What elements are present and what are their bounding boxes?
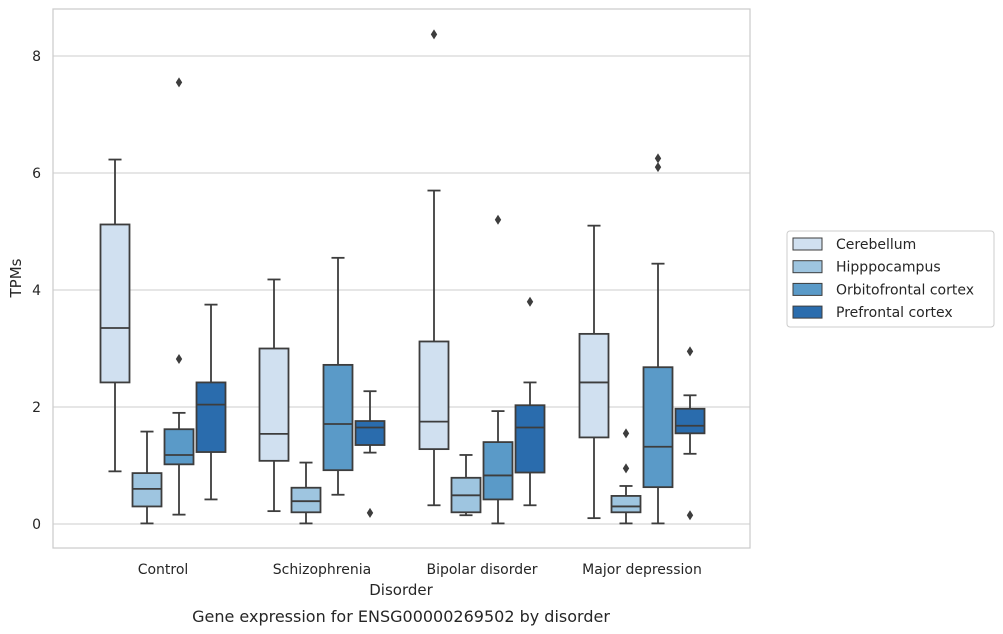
outlier-point bbox=[622, 428, 630, 439]
box-body bbox=[290, 486, 322, 514]
outlier-point bbox=[366, 507, 374, 518]
box-prefrontal-cortex-0[interactable] bbox=[195, 303, 227, 501]
legend-label: Prefrontal cortex bbox=[836, 305, 953, 321]
box-hipppocampus-0[interactable] bbox=[131, 430, 163, 525]
box-orbitofrontal-cortex-0[interactable] bbox=[163, 77, 195, 516]
plot-frame bbox=[52, 8, 751, 549]
tick-layer: 0 2 4 6 8 Control Schizophrenia Bipolar disorde… bbox=[32, 49, 702, 578]
legend-items: Cerebellum Hipppocampus Orbitofrontal cort… bbox=[792, 237, 974, 321]
box-body bbox=[514, 404, 546, 474]
box-hipppocampus-2[interactable] bbox=[450, 454, 482, 517]
legend-swatch bbox=[792, 305, 823, 319]
box-layer bbox=[99, 29, 706, 525]
y-tick-label: 6 bbox=[32, 166, 41, 182]
box-hipppocampus-1[interactable] bbox=[290, 461, 322, 525]
legend-swatch bbox=[792, 282, 823, 296]
box-prefrontal-cortex-1[interactable] bbox=[354, 390, 386, 518]
x-tick-label: Schizophrenia bbox=[273, 562, 371, 578]
outlier-point bbox=[430, 29, 438, 40]
x-tick-label: Major depression bbox=[582, 562, 702, 578]
box-cerebellum-3[interactable] bbox=[578, 224, 610, 520]
box-body bbox=[642, 366, 674, 489]
legend-swatch bbox=[792, 260, 823, 274]
box-body bbox=[322, 363, 354, 472]
box-cerebellum-1[interactable] bbox=[258, 278, 290, 513]
outlier-point bbox=[686, 510, 694, 521]
legend-label: Hipppocampus bbox=[836, 260, 941, 276]
outlier-point bbox=[654, 153, 662, 164]
legend-swatch bbox=[792, 237, 823, 251]
y-tick-label: 8 bbox=[32, 49, 41, 65]
x-tick-label: Bipolar disorder bbox=[426, 562, 537, 578]
box-cerebellum-0[interactable] bbox=[99, 158, 131, 473]
outlier-point bbox=[526, 296, 534, 307]
y-axis-title: TPMs bbox=[7, 258, 25, 298]
box-orbitofrontal-cortex-3[interactable] bbox=[642, 153, 674, 525]
outlier-point bbox=[622, 463, 630, 474]
box-body bbox=[354, 420, 386, 446]
x-tick-label: Control bbox=[138, 562, 189, 578]
outlier-point bbox=[175, 354, 183, 365]
legend-frame[interactable] bbox=[786, 230, 995, 328]
box-body bbox=[258, 347, 290, 462]
y-tick-label: 2 bbox=[32, 400, 41, 416]
box-body bbox=[163, 428, 195, 466]
outlier-point bbox=[494, 214, 502, 225]
x-axis-title: Disorder bbox=[369, 581, 433, 599]
legend-label: Cerebellum bbox=[836, 237, 916, 253]
y-tick-label: 0 bbox=[32, 517, 41, 533]
legend: Cerebellum Hipppocampus Orbitofrontal cort… bbox=[786, 230, 995, 328]
box-body bbox=[482, 441, 514, 501]
chart-caption: Gene expression for ENSG00000269502 by d… bbox=[192, 607, 610, 626]
box-orbitofrontal-cortex-1[interactable] bbox=[322, 256, 354, 496]
legend-label: Orbitofrontal cortex bbox=[836, 282, 974, 298]
box-body bbox=[578, 332, 610, 439]
box-orbitofrontal-cortex-2[interactable] bbox=[482, 214, 514, 525]
box-cerebellum-2[interactable] bbox=[418, 29, 450, 507]
grid-layer bbox=[53, 55, 750, 525]
box-prefrontal-cortex-3[interactable] bbox=[674, 346, 706, 521]
outlier-point bbox=[654, 162, 662, 173]
box-prefrontal-cortex-2[interactable] bbox=[514, 296, 546, 507]
outlier-point bbox=[686, 346, 694, 357]
box-body bbox=[674, 407, 706, 435]
box-body bbox=[195, 381, 227, 453]
box-body bbox=[610, 495, 642, 514]
outlier-point bbox=[175, 77, 183, 88]
box-body bbox=[99, 223, 131, 384]
box-body bbox=[418, 340, 450, 451]
box-hipppocampus-3[interactable] bbox=[610, 428, 642, 525]
y-tick-label: 4 bbox=[32, 283, 41, 299]
